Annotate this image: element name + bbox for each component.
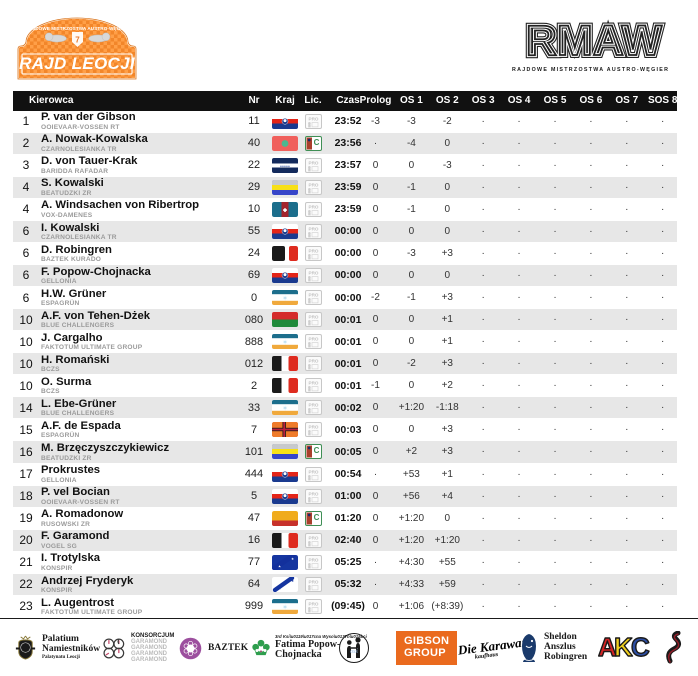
svg-text:PRO: PRO [308,292,318,297]
svg-text:✶: ✶ [282,405,288,413]
svg-text:PRO: PRO [308,248,318,253]
svg-text:PRO: PRO [308,381,318,386]
svg-text:✶: ✶ [282,338,288,346]
svg-text:RAJD LEOCJI: RAJD LEOCJI [19,54,136,73]
svg-text:PRO: PRO [308,535,318,540]
svg-text:★: ★ [291,557,294,561]
svg-text:PRO: PRO [308,182,318,187]
svg-text:PRO: PRO [308,204,318,209]
svg-text:PRO: PRO [308,403,318,408]
svg-text:◈◈◈◈◈: ◈◈◈◈◈ [280,165,291,168]
svg-text:C: C [313,513,319,522]
svg-text:RAJDOWE MISTRZOSTWA AUSTRO-WĘG: RAJDOWE MISTRZOSTWA AUSTRO-WĘGIER [26,26,129,31]
svg-text:PRO: PRO [308,314,318,319]
svg-text:C: C [313,446,319,455]
svg-text:C: C [631,633,650,662]
svg-text:PRO: PRO [308,425,318,430]
svg-text:PRO: PRO [308,226,318,231]
svg-text:PRO: PRO [308,359,318,364]
svg-text:✶: ✶ [282,294,288,302]
svg-text:C: C [313,138,319,147]
svg-text:PRO: PRO [308,270,318,275]
svg-text:★: ★ [291,579,294,583]
svg-text:PRO: PRO [308,160,318,165]
svg-text:✶: ✶ [282,603,288,611]
svg-text:PRO: PRO [308,601,318,606]
svg-text:PRO: PRO [308,557,318,562]
svg-text:PRO: PRO [308,469,318,474]
svg-text:osś: osś [350,649,358,655]
svg-text:PRO: PRO [308,491,318,496]
svg-text:7: 7 [75,36,80,45]
svg-text:PRO: PRO [308,116,318,121]
svg-text:★: ★ [278,564,281,568]
svg-text:★: ★ [278,586,281,590]
svg-text:PRO: PRO [308,336,318,341]
svg-text:PRO: PRO [308,579,318,584]
